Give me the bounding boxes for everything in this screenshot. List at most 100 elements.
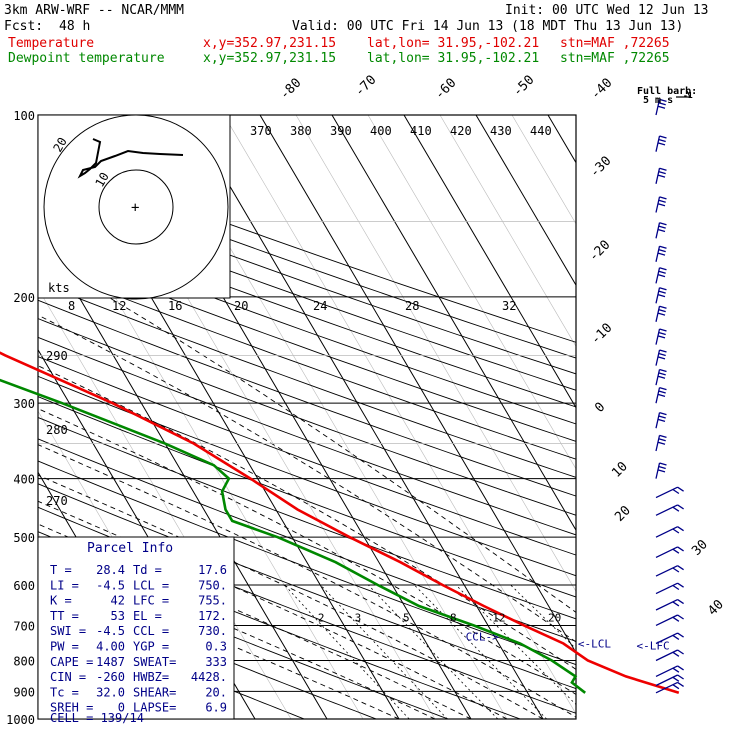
parcel-stat-label: CIN = <box>50 670 86 684</box>
parcel-stat-label: SWEAT= <box>133 655 176 669</box>
wind-barb <box>655 349 667 366</box>
wind-barb <box>655 98 667 116</box>
theta-tick-label: 270 <box>46 494 68 508</box>
parcel-stat-value: 53 <box>111 609 125 623</box>
barb-legend-title: Full barb: <box>637 86 697 97</box>
pressure-tick-label: 100 <box>13 109 35 123</box>
wind-barb <box>655 632 684 645</box>
parcel-stat-value: 172. <box>198 609 227 623</box>
plot-border <box>37 114 577 720</box>
forecast-hours: 48 h <box>59 19 91 34</box>
wind-barb <box>655 267 667 284</box>
isotherm-minor-line <box>439 115 576 347</box>
isotherm-line <box>259 115 576 654</box>
barb-legend-value: 5 m s <box>643 95 673 106</box>
profile-lines: <-ELCCL-><-LCL<-LFC <box>0 351 680 695</box>
pressure-tick-label: 400 <box>13 473 35 487</box>
mixing-ratio-line <box>455 584 576 705</box>
wind-barb <box>655 649 684 662</box>
parcel-stat-label: TT = <box>50 609 79 623</box>
moist-adiabat-line <box>38 444 576 718</box>
temperature-xy: x,y=352.97,231.15 <box>203 36 337 51</box>
wind-barb <box>655 167 667 184</box>
wind-barb <box>655 196 667 213</box>
wind-barb <box>655 411 667 429</box>
hodograph-ring-label: 10 <box>92 170 111 190</box>
wind-barb <box>655 486 684 499</box>
wind-barb <box>655 368 667 386</box>
parcel-stat-value: -4.5 <box>96 578 125 592</box>
mixing-ratio-tick-label: 12 <box>492 611 505 624</box>
isotherm-tick-label: -40 <box>588 76 615 103</box>
mixing-ratio-tick-label: 2 <box>318 611 325 624</box>
wind-barb <box>655 305 667 322</box>
isotherm-line <box>187 115 544 719</box>
isotherm-minor-line <box>223 115 576 715</box>
parcel-stat-label: YGP = <box>133 640 169 654</box>
parcel-stat-label: SHEAR= <box>133 685 176 699</box>
mixing-ratio-tick-label: 3 <box>355 611 362 624</box>
parcel-stat-value: 730. <box>198 624 227 638</box>
pressure-tick-label: 700 <box>13 619 35 633</box>
parcel-stat-value: -260 <box>96 670 125 684</box>
parcel-stat-label: CCL = <box>133 624 169 638</box>
pressure-tick-label: 600 <box>13 579 35 593</box>
parcel-stat-value: 17.6 <box>198 563 227 577</box>
isotherm-tick-label: 40 <box>705 597 727 619</box>
parcel-stat-label: CAPE = <box>50 655 93 669</box>
parcel-stat-label: SWI = <box>50 624 86 638</box>
wind-barb <box>655 565 684 577</box>
parcel-info-box <box>37 536 235 720</box>
temperature-station: stn=MAF ,72265 <box>560 36 670 51</box>
parcel-stat-value: 750. <box>198 578 227 592</box>
theta-tick-label: 400 <box>370 124 392 138</box>
wind-speed-tick-label: 16 <box>168 299 182 313</box>
theta-tick-label: 430 <box>490 124 512 138</box>
isotherm-minor-line <box>511 115 576 225</box>
theta-tick-label: 390 <box>330 124 352 138</box>
isotherm-tick-label: 10 <box>609 459 631 481</box>
barb-legend-sample <box>676 90 691 98</box>
dry-adiabat-line <box>38 416 576 620</box>
parcel-stat-label: EL = <box>133 609 162 623</box>
wind-barb <box>655 504 684 516</box>
parcel-stat-value: 0.3 <box>205 640 227 654</box>
theta-tick-label: 290 <box>46 349 68 363</box>
wind-barb <box>655 245 667 262</box>
wind-barb <box>655 328 667 345</box>
wind-speed-tick-label: 12 <box>112 299 126 313</box>
parcel-stat-value: 42 <box>111 594 125 608</box>
isotherm-tick-label: 0 <box>592 400 608 416</box>
hodograph-trace <box>77 138 184 179</box>
parcel-info-title: Parcel Info <box>87 541 173 556</box>
isotherm-tick-label: 30 <box>689 537 711 559</box>
parcel-stat-value: 4428. <box>191 670 227 684</box>
forecast-label: Fcst: <box>4 19 44 34</box>
isotherm-tick-label: -60 <box>432 76 459 103</box>
wind-barb <box>655 434 667 452</box>
theta-tick-label: 440 <box>530 124 552 138</box>
theta-tick-label: 380 <box>290 124 312 138</box>
wind-barb <box>655 546 684 558</box>
isotherm-line <box>331 115 576 532</box>
wind-barb <box>655 526 684 538</box>
isotherm-tick-label: -20 <box>586 238 613 265</box>
valid-time: Valid: 00 UTC Fri 14 Jun 13 (18 MDT Thu … <box>292 19 684 34</box>
mixing-ratio-tick-label: 5 <box>403 611 410 624</box>
level-marker-label: <-LCL <box>578 638 611 651</box>
parcel-stat-label: SREH = <box>50 701 93 715</box>
wind-speed-tick-label: 24 <box>313 299 327 313</box>
parcel-stat-value: -4.5 <box>96 624 125 638</box>
parcel-stat-value: 32.0 <box>96 685 125 699</box>
wind-barb <box>655 135 667 152</box>
wind-speed-tick-label: 32 <box>502 299 516 313</box>
dry-adiabat-line <box>38 438 576 642</box>
wind-barb <box>655 582 684 595</box>
parcel-stat-value: 20. <box>205 685 227 699</box>
parcel-stat-label: LAPSE= <box>133 701 176 715</box>
temperature-latlon: lat,lon= 31.95,-102.21 <box>367 36 540 51</box>
temperature-legend-label: Temperature <box>8 36 95 51</box>
wind-barb <box>655 665 684 677</box>
